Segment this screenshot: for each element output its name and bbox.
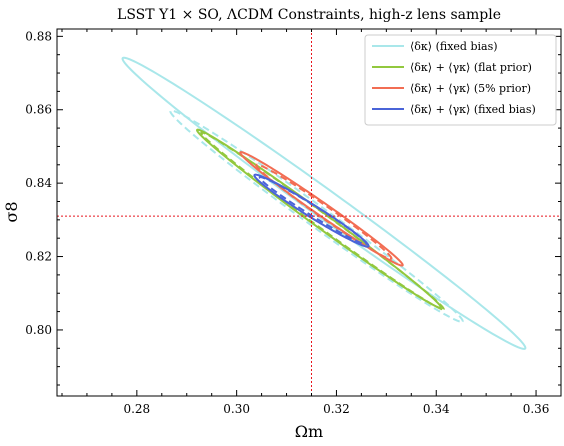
- x-tick-label: 0.30: [223, 402, 250, 416]
- chart-title: LSST Y1 × SO, ΛCDM Constraints, high-z l…: [117, 7, 501, 23]
- y-tick-label: 0.80: [25, 323, 52, 337]
- contour-series-1-solid: [121, 56, 527, 350]
- contour-series-3-dashed: [255, 163, 393, 260]
- y-axis-title: σ8: [2, 201, 21, 222]
- legend-label-4: ⟨δκ⟩ + ⟨γκ⟩ (fixed bias): [410, 103, 536, 116]
- x-axis-title: Ωm: [295, 422, 323, 441]
- x-tick-label: 0.32: [323, 402, 350, 416]
- legend-box: [364, 34, 557, 126]
- legend-label-2: ⟨δκ⟩ + ⟨γκ⟩ (flat prior): [410, 61, 532, 74]
- legend-label-3: ⟨δκ⟩ + ⟨γκ⟩ (5% prior): [410, 82, 531, 95]
- x-tick-label: 0.36: [523, 402, 550, 416]
- contour-series-4-solid: [253, 173, 370, 248]
- contour-series-2-solid: [196, 128, 442, 309]
- x-tick-label: 0.28: [123, 402, 150, 416]
- x-axis-ticks: 0.28 0.30 0.32 0.34 0.36: [61, 29, 562, 416]
- y-tick-label: 0.86: [25, 103, 52, 117]
- plot-frame: [56, 28, 562, 397]
- y-tick-label: 0.82: [25, 250, 52, 264]
- legend: ⟨δκ⟩ (fixed bias) ⟨δκ⟩ + ⟨γκ⟩ (flat prior…: [364, 34, 557, 126]
- y-tick-label: 0.84: [25, 176, 52, 190]
- x-tick-label: 0.34: [423, 402, 450, 416]
- contour-series-4-dashed: [258, 176, 368, 246]
- fiducial-lines: [57, 29, 561, 396]
- contour-series-2-dashed: [200, 131, 445, 311]
- contours-group: [121, 56, 527, 350]
- y-tick-label: 0.88: [25, 29, 52, 43]
- y-axis-ticks: 0.80 0.82 0.84 0.86 0.88: [25, 29, 561, 386]
- legend-label-1: ⟨δκ⟩ (fixed bias): [410, 40, 498, 53]
